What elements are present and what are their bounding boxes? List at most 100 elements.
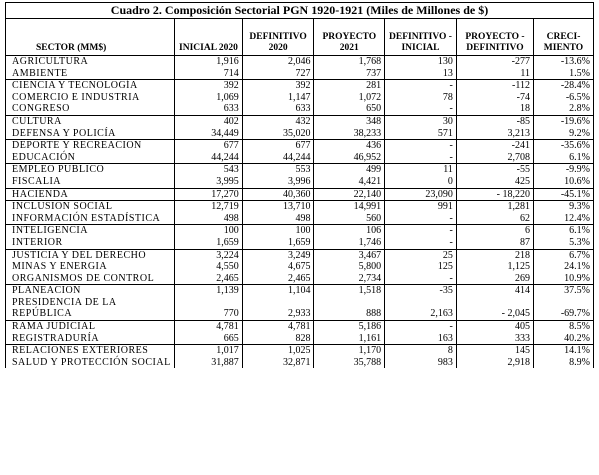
cell-value: - <box>384 79 457 92</box>
cell-value: 402 <box>174 114 243 128</box>
sector-name: JUSTICIA Y DEL DERECHO <box>4 248 176 262</box>
table-row: EMPLEO PUBLICO 543 553 499 11 -55 -9.9% <box>4 163 595 176</box>
cell-value: 35,788 <box>313 356 386 369</box>
cell-value: 1,768 <box>313 54 386 68</box>
table-row: AMBIENTE 714 727 737 13 11 1.5% <box>4 67 595 80</box>
cell-value: 405 <box>455 320 534 333</box>
cell-value: 8.5% <box>532 320 595 333</box>
cell-value: 553 <box>241 163 315 176</box>
sector-name: CONGRESO <box>4 103 176 116</box>
sector-name: INCLUSION SOCIAL <box>4 200 176 213</box>
cell-value: 560 <box>313 212 386 225</box>
cell-value: 348 <box>313 114 386 128</box>
cell-value: - <box>384 212 457 225</box>
sector-name: HACIENDA <box>4 187 176 201</box>
cell-value: 714 <box>174 67 243 80</box>
sector-name: INFORMACIÓN ESTADÍSTICA <box>4 212 176 225</box>
cell-value: 677 <box>174 139 243 152</box>
cell-value: 1,147 <box>241 91 315 104</box>
cell-value: - <box>384 236 457 249</box>
table-row: PLANEACION 1,139 1,104 1,518 -35 414 37.5% <box>4 284 595 297</box>
cell-value: 100 <box>241 224 315 237</box>
cell-value: 18 <box>455 103 534 116</box>
cell-value: 2,708 <box>455 151 534 164</box>
cell-value: 62 <box>455 212 534 225</box>
cell-value: 37.5% <box>532 284 595 297</box>
cell-value: 12.4% <box>532 212 595 225</box>
table-row: RELACIONES EXTERIORES 1,017 1,025 1,170 8 145… <box>4 344 595 357</box>
cell-value: -112 <box>455 79 534 92</box>
sector-name: AGRICULTURA <box>4 54 176 68</box>
cell-value: - <box>384 224 457 237</box>
cell-value: 4,421 <box>313 175 386 189</box>
cell-value: 571 <box>384 127 457 140</box>
cell-value: 3,995 <box>174 175 243 189</box>
table-row: RAMA JUDICIAL 4,781 4,781 5,186-405 8.5% <box>4 320 595 333</box>
table-row: INTERIOR 1,659 1,659 1,746-87 5.3% <box>4 236 595 249</box>
cell-value: -35.6% <box>532 139 595 152</box>
cell-value: 3,996 <box>241 175 315 189</box>
cell-value: 983 <box>384 356 457 369</box>
cell-value: 14,991 <box>313 200 386 213</box>
sector-name: EMPLEO PUBLICO <box>4 163 176 176</box>
cell-value: -35 <box>384 284 457 297</box>
sector-name: ORGANISMOS DE CONTROL <box>4 272 176 285</box>
cell-value: 9.3% <box>532 200 595 213</box>
cell-value: 1,659 <box>241 236 315 249</box>
cell-value: 543 <box>174 163 243 176</box>
cell-value: 1,281 <box>455 200 534 213</box>
cell-value: 25 <box>384 248 457 262</box>
table-title: Cuadro 2. Composición Sectorial PGN 1920… <box>5 2 594 18</box>
cell-value: 3,249 <box>241 248 315 262</box>
cell-value: -69.7% <box>532 296 595 321</box>
cell-value: 436 <box>313 139 386 152</box>
cell-value: 1,072 <box>313 91 386 104</box>
cell-value: 1,746 <box>313 236 386 249</box>
table-row: DEFENSA Y POLICÍA 34,449 35,020 38,233 571 3,… <box>4 127 595 140</box>
cell-value: 727 <box>241 67 315 80</box>
cell-value: 1,139 <box>174 284 243 297</box>
table-row: DEPORTE Y RECREACION 677 677 436- -241 -35.6% <box>4 139 595 152</box>
cell-value: - <box>384 320 457 333</box>
cell-value: 498 <box>174 212 243 225</box>
cell-value: 22,140 <box>313 187 386 201</box>
cell-value: 44,244 <box>174 151 243 164</box>
cell-value: 677 <box>241 139 315 152</box>
cell-value: 4,550 <box>174 261 243 273</box>
cell-value: 499 <box>313 163 386 176</box>
sector-name: MINAS Y ENERGIA <box>4 261 176 273</box>
table-row: SALUD Y PROTECCIÓN SOCIAL 31,887 32,871 35,… <box>4 356 595 369</box>
cell-value: 17,270 <box>174 187 243 201</box>
cell-value: 425 <box>455 175 534 189</box>
cell-value: 2,918 <box>455 356 534 369</box>
cell-value: 106 <box>313 224 386 237</box>
cell-value: 44,244 <box>241 151 315 164</box>
cell-value: 10.9% <box>532 272 595 285</box>
cell-value: 888 <box>313 296 386 321</box>
table-row: AGRICULTURA 1,916 2,046 1,768 130 -277 -13.6% <box>4 54 595 68</box>
cell-value: 650 <box>313 103 386 116</box>
cell-value: 392 <box>174 79 243 92</box>
cell-value: 4,781 <box>241 320 315 333</box>
cell-value: -277 <box>455 54 534 68</box>
table-row: FISCALIA 3,995 3,996 4,421 0 425 10.6% <box>4 175 595 189</box>
table-row: MINAS Y ENERGIA 4,550 4,675 5,800 125 1,125 24… <box>4 261 595 273</box>
cell-value: 13,710 <box>241 200 315 213</box>
cell-value: 1,017 <box>174 344 243 357</box>
table-row: CONGRESO 633 633 650-18 2.8% <box>4 103 595 116</box>
cell-value: - <box>384 151 457 164</box>
sector-name: RAMA JUDICIAL <box>4 320 176 333</box>
cell-value: 35,020 <box>241 127 315 140</box>
table: SECTOR (MM$) INICIAL 2020 DEFINITIVO 2020 P… <box>4 18 595 369</box>
cell-value: -28.4% <box>532 79 595 92</box>
cell-value: 4,675 <box>241 261 315 273</box>
cell-value: -9.9% <box>532 163 595 176</box>
cell-value: 6 <box>455 224 534 237</box>
cell-value: 130 <box>384 54 457 68</box>
column-header: INICIAL 2020 <box>174 18 243 56</box>
cell-value: 145 <box>455 344 534 357</box>
cell-value: 163 <box>384 332 457 345</box>
cell-value: -45.1% <box>532 187 595 201</box>
cell-value: 31,887 <box>174 356 243 369</box>
table-row: EDUCACIÓN 44,244 44,244 46,952-2,708 6.1% <box>4 151 595 164</box>
